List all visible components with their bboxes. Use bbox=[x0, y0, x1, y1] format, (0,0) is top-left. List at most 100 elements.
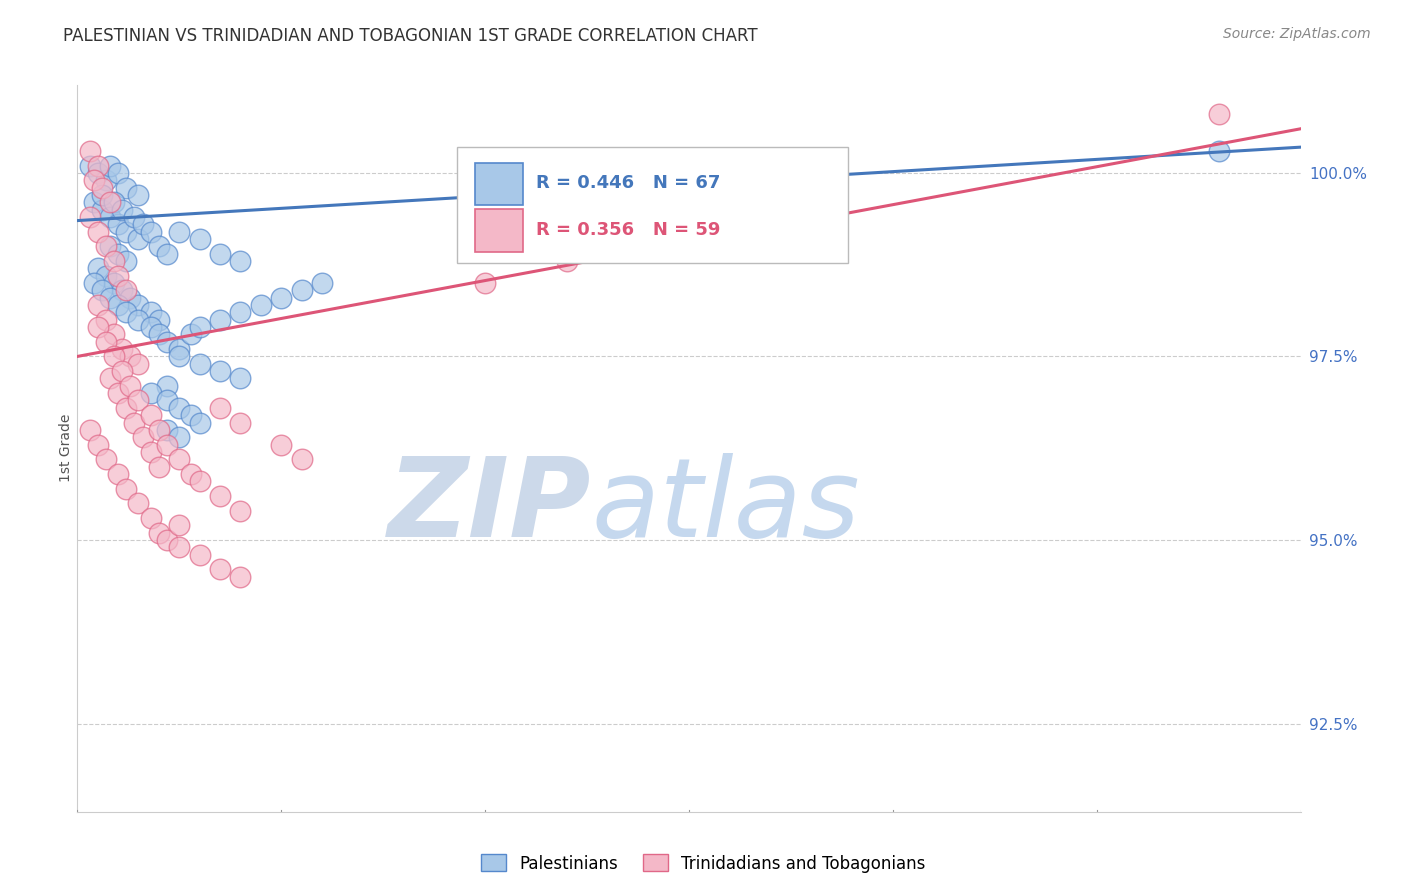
Point bbox=[156, 379, 179, 393]
Text: PALESTINIAN VS TRINIDADIAN AND TOBAGONIAN 1ST GRADE CORRELATION CHART: PALESTINIAN VS TRINIDADIAN AND TOBAGONIA… bbox=[63, 27, 758, 45]
Point bbox=[98, 210, 121, 224]
Point bbox=[103, 254, 125, 268]
Point bbox=[148, 327, 170, 342]
Point bbox=[148, 423, 170, 437]
Point bbox=[120, 350, 142, 364]
Point bbox=[83, 173, 105, 187]
Point bbox=[127, 312, 149, 326]
Point bbox=[79, 144, 101, 158]
Point bbox=[87, 166, 110, 180]
Point bbox=[169, 401, 191, 415]
Point bbox=[103, 276, 125, 290]
Point bbox=[156, 246, 179, 260]
Point bbox=[229, 503, 252, 517]
Point bbox=[94, 312, 117, 326]
Point bbox=[90, 284, 112, 298]
Point bbox=[107, 386, 129, 401]
Text: R = 0.446   N = 67: R = 0.446 N = 67 bbox=[536, 174, 720, 192]
Point bbox=[103, 350, 125, 364]
Point bbox=[188, 232, 211, 246]
Point bbox=[139, 386, 162, 401]
Point bbox=[107, 298, 129, 312]
Point bbox=[107, 467, 129, 481]
Point bbox=[169, 342, 191, 356]
Point bbox=[208, 489, 231, 503]
Point bbox=[79, 423, 101, 437]
Point bbox=[90, 202, 112, 217]
Point bbox=[208, 562, 231, 576]
Point bbox=[124, 416, 146, 430]
Y-axis label: 1st Grade: 1st Grade bbox=[59, 414, 73, 483]
Point bbox=[208, 401, 231, 415]
Point bbox=[474, 276, 496, 290]
Point bbox=[120, 291, 142, 305]
Point bbox=[79, 210, 101, 224]
Point bbox=[169, 350, 191, 364]
Point bbox=[98, 371, 121, 385]
Point bbox=[90, 180, 112, 194]
Point bbox=[98, 159, 121, 173]
Point bbox=[156, 423, 179, 437]
Point bbox=[107, 217, 129, 231]
Point bbox=[115, 305, 138, 319]
Point bbox=[127, 298, 149, 312]
Point bbox=[270, 291, 292, 305]
Point bbox=[120, 379, 142, 393]
Point bbox=[169, 518, 191, 533]
Point bbox=[188, 475, 211, 489]
Point bbox=[139, 225, 162, 239]
Point bbox=[107, 166, 129, 180]
Point bbox=[115, 482, 138, 496]
Point bbox=[79, 159, 101, 173]
Point bbox=[156, 334, 179, 349]
Point bbox=[139, 511, 162, 525]
Point bbox=[156, 437, 179, 451]
Point bbox=[94, 334, 117, 349]
Point bbox=[83, 276, 105, 290]
Point bbox=[94, 239, 117, 253]
Point bbox=[98, 239, 121, 253]
Point bbox=[180, 467, 202, 481]
Point bbox=[148, 312, 170, 326]
Point bbox=[111, 202, 134, 217]
Point bbox=[107, 246, 129, 260]
Point bbox=[169, 225, 191, 239]
Point bbox=[180, 327, 202, 342]
Point bbox=[87, 320, 110, 334]
Point bbox=[127, 187, 149, 202]
Point bbox=[111, 364, 134, 378]
Point bbox=[148, 459, 170, 474]
Legend: Palestinians, Trinidadians and Tobagonians: Palestinians, Trinidadians and Tobagonia… bbox=[474, 847, 932, 880]
Point bbox=[148, 525, 170, 540]
Point bbox=[98, 291, 121, 305]
Point bbox=[208, 246, 231, 260]
Point bbox=[229, 371, 252, 385]
Point bbox=[98, 195, 121, 210]
Point bbox=[94, 452, 117, 467]
Text: atlas: atlas bbox=[591, 453, 859, 560]
Point bbox=[107, 268, 129, 283]
Point bbox=[124, 210, 146, 224]
Point bbox=[208, 364, 231, 378]
Point bbox=[188, 548, 211, 562]
Point bbox=[229, 570, 252, 584]
Point bbox=[131, 430, 153, 444]
Point bbox=[188, 416, 211, 430]
Point bbox=[94, 268, 117, 283]
Point bbox=[180, 408, 202, 422]
Point bbox=[94, 173, 117, 187]
Point bbox=[127, 393, 149, 408]
Point bbox=[127, 357, 149, 371]
Point bbox=[1208, 144, 1230, 158]
Point bbox=[290, 284, 312, 298]
Point bbox=[111, 342, 134, 356]
Point bbox=[139, 305, 162, 319]
Point bbox=[87, 298, 110, 312]
Point bbox=[87, 261, 110, 276]
Point bbox=[87, 225, 110, 239]
Point bbox=[103, 327, 125, 342]
Point bbox=[127, 496, 149, 510]
Point bbox=[208, 312, 231, 326]
Point bbox=[169, 541, 191, 555]
Point bbox=[169, 430, 191, 444]
